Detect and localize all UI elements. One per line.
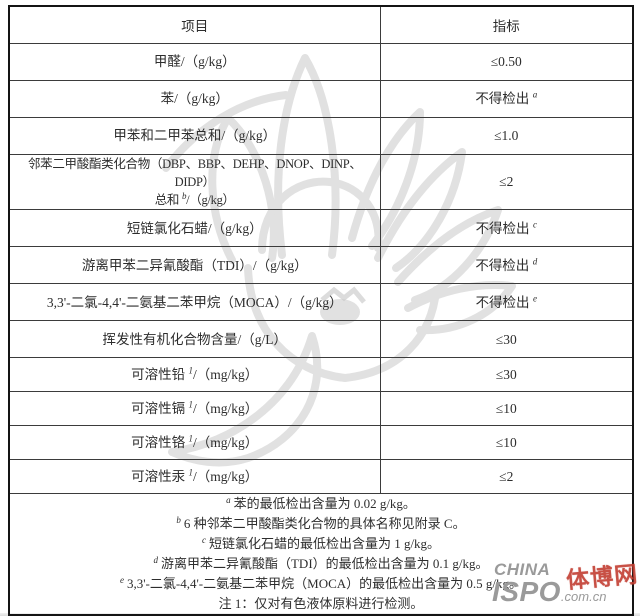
index-cell: ≤30 [379,320,634,359]
index-cell: ≤0.50 [379,43,634,81]
footnote-line: e 3,3'-二氯-4,4'-二氨基二苯甲烷（MOCA）的最低检出含量为 0.5 … [119,575,523,592]
logo-line2: ISPO [492,576,561,607]
header-item: 项目 [8,5,381,44]
logo-line1: CHINA [494,560,551,579]
table-row: 短链氯化石蜡/（g/kg） 不得检出 c [8,209,634,248]
header-index: 指标 [379,5,634,44]
table-row: 挥发性有机化合物含量/（g/L） ≤30 [8,320,634,359]
footnote-line: a 苯的最低检出含量为 0.02 g/kg。 [226,495,416,512]
item-cell: 可溶性铅 1/（mg/kg） [8,357,381,393]
table-row: 甲醛/（g/kg） ≤0.50 [8,43,634,81]
table-row: 苯/（g/kg） 不得检出 a [8,80,634,118]
item-cell: 可溶性铬 1/（mg/kg） [8,425,381,461]
header-row: 项目 指标 [8,5,634,44]
item-cell: 短链氯化石蜡/（g/kg） [8,209,381,248]
item-cell: 3,3'-二氯-4,4'-二氨基二苯甲烷（MOCA）/（g/kg） [8,283,381,322]
spec-table: 项目 指标 甲醛/（g/kg） ≤0.50 苯/（g/kg） 不得检出 a 甲苯和二甲苯… [8,5,634,616]
footnote-line: 注 1：仅对有色液体原料进行检测。 [218,596,424,612]
footnote-line: d 游离甲苯二异氰酸酯（TDI）的最低检出含量为 0.1 g/kg。 [153,555,489,572]
index-cell: ≤2 [379,153,634,211]
item-cell: 可溶性汞 1/（mg/kg） [8,459,381,495]
item-cell: 甲苯和二甲苯总和/（g/kg） [8,117,381,155]
item-cell: 苯/（g/kg） [8,80,381,118]
index-cell: ≤10 [379,425,634,461]
item-cell: 甲醛/（g/kg） [8,43,381,81]
index-cell: ≤10 [379,391,634,427]
item-cell: 邻苯二甲酸酯类化合物（DBP、BBP、DEHP、DNOP、DINP、DIDP）总… [8,153,381,211]
footnotes-block: a 苯的最低检出含量为 0.02 g/kg。 b 6 种邻苯二甲酸酯类化合物的具体名称… [14,494,628,614]
table-row: 可溶性铬 1/（mg/kg） ≤10 [8,425,634,461]
tibowang-red-watermark: 体博网 [565,561,640,594]
index-cell: ≤30 [379,357,634,393]
index-cell: ≤2 [379,459,634,495]
chinaispo-watermark: CHINA ISPO.com.cn 体博网 [488,560,639,612]
footnote-line: c 短链氯化石蜡的最低检出含量为 1 g/kg。 [201,535,441,552]
index-cell: 不得检出 a [379,80,634,118]
footnotes-row: a 苯的最低检出含量为 0.02 g/kg。 b 6 种邻苯二甲酸酯类化合物的具体名称… [8,493,634,616]
index-cell: 不得检出 e [379,283,634,322]
table-row: 甲苯和二甲苯总和/（g/kg） ≤1.0 [8,117,634,155]
item-cell: 游离甲苯二异氰酸酯（TDI）/（g/kg） [8,246,381,285]
table-row: 邻苯二甲酸酯类化合物（DBP、BBP、DEHP、DNOP、DINP、DIDP）总… [8,153,634,211]
item-cell: 挥发性有机化合物含量/（g/L） [8,320,381,359]
table-row: 游离甲苯二异氰酸酯（TDI）/（g/kg） 不得检出 d [8,246,634,285]
index-cell: 不得检出 d [379,246,634,285]
table-row: 可溶性镉 1/（mg/kg） ≤10 [8,391,634,427]
table-row: 可溶性汞 1/（mg/kg） ≤2 [8,459,634,495]
item-cell: 可溶性镉 1/（mg/kg） [8,391,381,427]
logo-domain-suffix: .com.cn [560,589,607,604]
table-row: 3,3'-二氯-4,4'-二氨基二苯甲烷（MOCA）/（g/kg） 不得检出 e [8,283,634,322]
index-cell: 不得检出 c [379,209,634,248]
index-cell: ≤1.0 [379,117,634,155]
chinaispo-logo-text: CHINA ISPO.com.cn [492,561,606,606]
table-row: 可溶性铅 1/（mg/kg） ≤30 [8,357,634,393]
